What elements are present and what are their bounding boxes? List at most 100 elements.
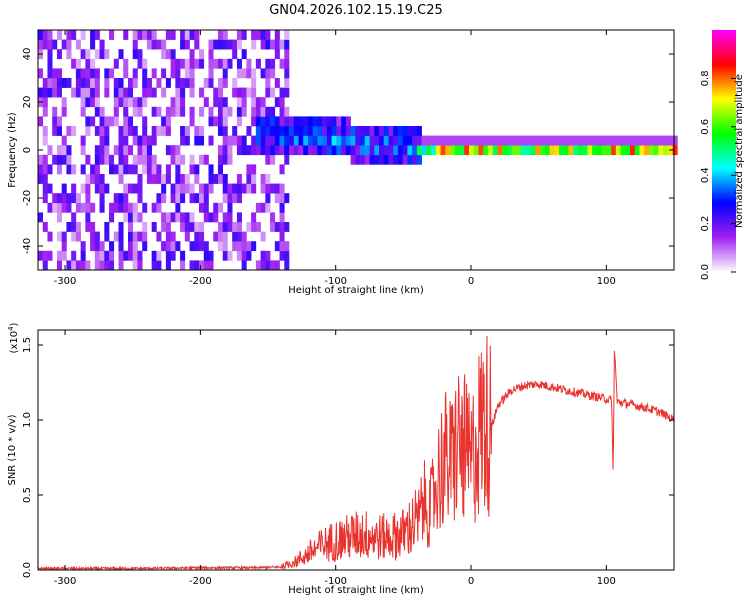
- spectrogram-cell: [123, 135, 129, 146]
- spectrogram-cell: [208, 68, 214, 79]
- spectrogram-cell: [544, 135, 550, 146]
- spectrogram-cell: [104, 126, 110, 136]
- colorbar-tick-label: 0.0: [700, 264, 711, 280]
- spectrogram-cell: [284, 49, 290, 60]
- spectrogram-cell: [279, 97, 285, 108]
- spectrogram-cell: [161, 87, 167, 98]
- spectrogram-cell: [71, 126, 77, 136]
- spectrogram-x-tick-label: 0: [468, 276, 474, 287]
- spectrogram-cell: [184, 126, 190, 136]
- spectrogram-cell: [255, 58, 261, 69]
- spectrogram-cell: [71, 231, 77, 242]
- spectrogram-cell: [303, 126, 309, 136]
- spectrogram-cell: [47, 202, 53, 213]
- spectrogram-cell: [180, 30, 186, 40]
- spectrogram-cell: [104, 231, 110, 242]
- spectrogram-cell: [199, 202, 205, 213]
- spectrogram-cell: [38, 39, 44, 50]
- spectrogram-cell: [47, 39, 53, 50]
- spectrogram-cell: [47, 68, 53, 79]
- spectrogram-cell: [127, 241, 134, 252]
- spectrogram-cell: [161, 126, 167, 136]
- spectrogram-cell: [47, 145, 53, 156]
- spectrogram-cell: [94, 241, 100, 252]
- spectrogram-cell: [341, 116, 347, 127]
- spectrogram-cell: [127, 164, 134, 175]
- spectrogram-cell: [123, 212, 129, 223]
- spectrogram-cell: [412, 154, 418, 165]
- spectrogram-cell: [648, 135, 655, 146]
- spectrogram-cell: [56, 193, 62, 204]
- spectrogram-cell: [639, 145, 645, 156]
- spectrogram-cell: [554, 135, 560, 146]
- spectrogram-cell: [383, 126, 389, 136]
- spectrogram-cell: [402, 145, 408, 156]
- snr-scale-label: (x104): [7, 322, 20, 353]
- spectrogram-cell: [137, 106, 143, 117]
- spectrogram-cell: [175, 202, 181, 213]
- spectrogram-cell: [170, 241, 176, 252]
- spectrogram-cell: [274, 49, 280, 60]
- snr-frame: [37, 329, 675, 571]
- spectrogram-cell: [265, 145, 271, 156]
- spectrogram-cell: [104, 222, 110, 232]
- spectrogram-cell: [56, 30, 62, 40]
- spectrogram-cell: [38, 116, 44, 127]
- spectrogram-cell: [56, 260, 62, 271]
- spectrogram-cell: [601, 135, 607, 146]
- spectrogram-cell: [137, 145, 143, 156]
- spectrogram-cell: [435, 135, 441, 146]
- spectrogram-cell: [412, 145, 418, 156]
- spectrogram-cell: [251, 241, 257, 252]
- spectrogram-cell: [146, 78, 152, 88]
- spectrogram-cell: [601, 145, 607, 156]
- spectrogram-cell: [402, 135, 408, 146]
- spectrogram-cell: [227, 106, 233, 117]
- spectrogram-cell: [478, 135, 484, 146]
- spectrogram-cell: [71, 87, 77, 98]
- spectrogram-cell: [236, 231, 242, 242]
- spectrogram-cell: [502, 135, 508, 146]
- spectrogram-cell: [360, 145, 366, 156]
- spectrogram-cell: [146, 30, 152, 40]
- spectrogram-cell: [142, 58, 148, 69]
- spectrogram-cell: [189, 164, 195, 175]
- spectrogram-cell: [165, 49, 171, 60]
- spectrogram-cell: [85, 193, 91, 204]
- spectrogram-cell: [161, 49, 167, 60]
- spectrogram-cell: [232, 49, 238, 60]
- spectrogram-cell: [85, 97, 91, 108]
- spectrogram-cell: [132, 78, 138, 88]
- spectrogram-y-tick-label: 40: [22, 48, 33, 61]
- spectrogram-cell: [113, 193, 119, 204]
- spectrogram-cell: [56, 87, 62, 98]
- spectrogram-cell: [189, 58, 195, 69]
- spectrogram-cell: [142, 145, 148, 156]
- spectrogram-cell: [156, 106, 162, 117]
- spectrogram-cell: [90, 222, 96, 232]
- spectrogram-cell: [251, 30, 257, 40]
- spectrogram-cell: [203, 260, 209, 271]
- spectrogram-cell: [222, 58, 228, 69]
- spectrogram-cell: [61, 135, 67, 146]
- spectrogram-cell: [151, 222, 157, 232]
- spectrogram-cell: [165, 231, 171, 242]
- spectrogram-cell: [156, 202, 162, 213]
- spectrogram-cell: [535, 135, 541, 146]
- spectrogram-cell: [42, 106, 48, 117]
- spectrogram-cell: [317, 135, 323, 146]
- spectrogram-cell: [61, 145, 67, 156]
- spectrogram-cell: [416, 135, 422, 146]
- spectrogram-cell: [246, 174, 252, 184]
- spectrogram-cell: [156, 193, 162, 204]
- spectrogram-cell: [127, 116, 134, 127]
- spectrogram-cell: [260, 97, 266, 108]
- spectrogram-cell: [109, 260, 115, 271]
- spectrogram-cell: [236, 68, 242, 79]
- spectrogram-cell: [279, 241, 285, 252]
- spectrogram-cell: [109, 202, 115, 213]
- spectrogram-cell: [113, 202, 119, 213]
- spectrogram-cell: [563, 145, 569, 156]
- spectrogram-cell: [189, 222, 195, 232]
- spectrogram-cell: [274, 260, 280, 271]
